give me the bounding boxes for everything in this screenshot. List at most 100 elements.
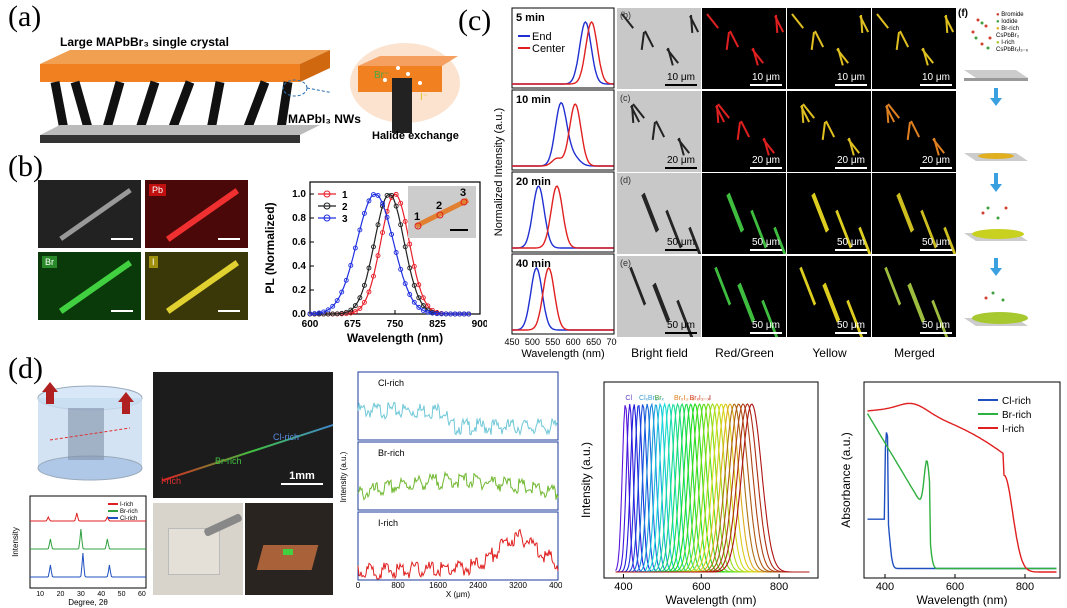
panel-label-b: (b) <box>8 150 43 183</box>
data-point <box>334 311 340 317</box>
micrograph-tile: (e) 50 μm <box>617 255 701 337</box>
data-point <box>398 266 404 272</box>
crystal-label: Large MAPbBr₃ single crystal <box>60 35 229 49</box>
halide-exchange-label: Halide exchange <box>372 130 459 142</box>
composition-label: ClₓBr₃₋ₓ <box>639 395 664 402</box>
nanowire <box>791 13 804 29</box>
legend-marker <box>323 202 331 210</box>
nanowire <box>666 48 679 64</box>
x-tick-label: 20 <box>57 591 65 598</box>
nanowire <box>630 105 641 122</box>
data-point <box>330 303 336 309</box>
y-axis-label: PL (Normalized) <box>263 202 277 293</box>
composition-label: Br <box>655 395 663 402</box>
data-point <box>380 201 385 206</box>
nanowire <box>717 102 730 119</box>
data-point <box>420 295 426 301</box>
x-tick-label: 800 <box>391 581 405 590</box>
x-tick-label: 30 <box>77 591 85 598</box>
center-series-line <box>512 20 614 85</box>
data-point <box>439 311 444 317</box>
row-label: (b) <box>620 10 631 20</box>
data-point <box>334 298 340 304</box>
nanowire <box>715 105 726 122</box>
f-legend-item: ● Iodide <box>996 19 1018 25</box>
nanowire <box>814 30 825 48</box>
data-point <box>461 311 467 317</box>
micrograph-tile: 10 μm <box>872 8 956 89</box>
data-point <box>371 244 376 250</box>
nanowire <box>715 266 732 305</box>
scale-label: 50 μm <box>922 319 950 331</box>
legend-label: I-rich <box>120 502 133 508</box>
nanowire <box>666 209 683 248</box>
panel-label-a: (a) <box>8 0 42 33</box>
br-ion-label: Br⁻ <box>374 70 390 81</box>
micrograph-tile: 50 μm <box>702 173 786 254</box>
nanowire <box>859 15 870 33</box>
data-point <box>416 304 422 310</box>
nanowire <box>642 193 659 232</box>
nanowire <box>885 105 896 122</box>
y-tick-label: 0.4 <box>292 261 306 272</box>
scale-bar: 10 μm <box>920 72 952 86</box>
cl-rich-label: Cl-rich <box>273 432 299 442</box>
x-axis-label: Degree, 2θ <box>68 598 108 607</box>
nanowire <box>641 194 658 233</box>
micrograph-tile: 50 μm <box>702 255 786 337</box>
nanowire <box>653 283 670 322</box>
nanowire <box>825 120 836 137</box>
data-point <box>393 191 399 197</box>
data-point <box>457 311 463 317</box>
nanowire <box>706 13 719 29</box>
nanowire <box>909 282 926 321</box>
scale-bar: 50 μm <box>835 237 867 251</box>
nanowire <box>774 15 785 33</box>
nanowire <box>920 210 937 249</box>
scale-label: 10 μm <box>667 72 695 83</box>
data-point <box>371 192 376 197</box>
micrograph-tile: (d) 50 μm <box>617 173 701 254</box>
nanowire <box>640 31 645 50</box>
x-tick-label: 450 <box>504 337 519 347</box>
data-point <box>393 250 399 255</box>
data-point <box>389 231 395 237</box>
nanowire <box>906 121 911 140</box>
pl-chart-b: 600 675 750 825 900 0.0 0.2 0.4 0.6 0.8 1.0 Wavelen… <box>263 181 487 345</box>
nanowire <box>932 137 945 154</box>
data-point <box>348 262 354 268</box>
scale-label: 10 μm <box>922 72 950 83</box>
f-legend-item: ● Bromide <box>996 12 1024 18</box>
nanowire <box>910 120 921 137</box>
nanowire <box>836 48 849 64</box>
micrograph-tile: (c) 20 μm <box>617 90 701 172</box>
substrate-photo <box>153 503 243 595</box>
data-point <box>393 203 399 209</box>
legend-marker <box>323 190 331 198</box>
data-point <box>361 299 367 305</box>
emission-spectrum <box>615 403 810 573</box>
nanowire <box>688 227 700 254</box>
data-point <box>357 227 363 233</box>
x-tick-label: 10 <box>36 591 44 598</box>
center-series-line <box>512 185 614 249</box>
data-point <box>316 310 322 316</box>
x-tick-label: 4000 <box>549 581 562 590</box>
row-label: (c) <box>620 92 631 103</box>
x-axis-label: Wavelength (nm) <box>917 593 1008 607</box>
time-label: 40 min <box>516 258 551 270</box>
absorbance-line <box>867 402 1057 573</box>
halide-exchange-illustration <box>350 43 460 133</box>
row-label: (d) <box>620 175 631 185</box>
y-tick-label: 0.6 <box>292 237 306 248</box>
end-series-line <box>512 266 614 331</box>
data-point <box>411 299 417 305</box>
nanowire <box>736 121 741 140</box>
nanowire <box>800 105 811 122</box>
y-axis-label: Normalized Intensity (a.u.) <box>493 108 505 236</box>
x-axis-label: Wavelength (nm) <box>521 348 604 360</box>
data-point <box>321 309 327 315</box>
inset-point <box>414 222 422 230</box>
nanowire <box>887 102 900 119</box>
data-point <box>398 222 404 228</box>
